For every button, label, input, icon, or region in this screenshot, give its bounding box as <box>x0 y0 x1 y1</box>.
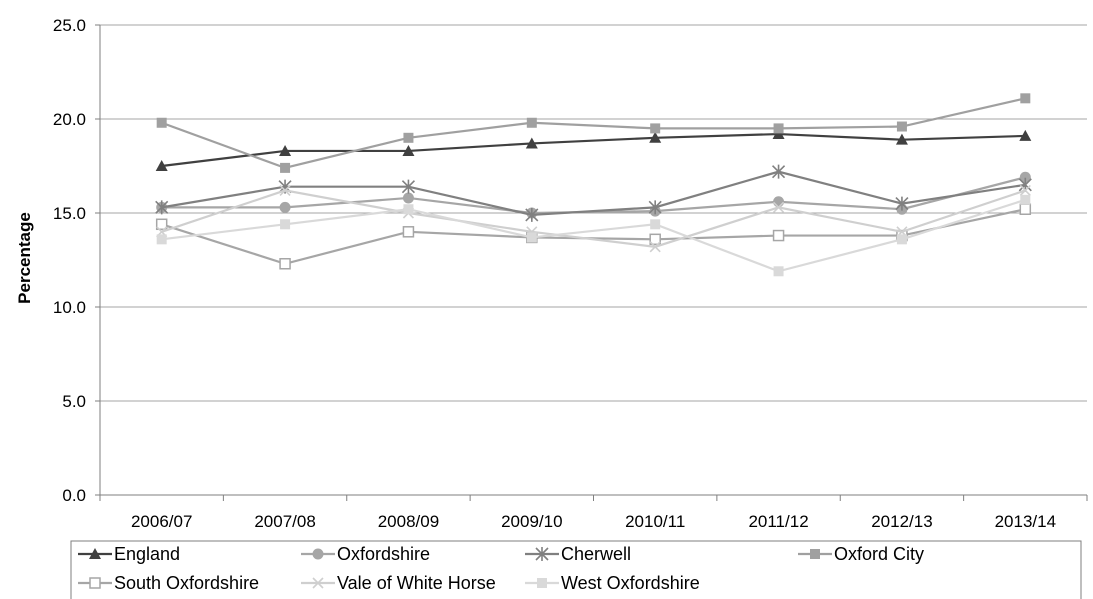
data-point <box>155 160 168 171</box>
data-point <box>773 123 784 134</box>
data-point <box>773 266 784 277</box>
series-line <box>161 132 1026 168</box>
legend-label: Vale of White Horse <box>337 573 496 593</box>
data-point <box>525 137 538 149</box>
legend-item: Oxford City <box>798 544 924 564</box>
data-point <box>649 241 661 253</box>
legend-marker <box>89 548 101 559</box>
data-point <box>772 229 785 242</box>
data-point <box>279 258 291 270</box>
data-point <box>403 204 414 215</box>
legend-marker <box>537 578 547 588</box>
legend-marker <box>810 549 820 559</box>
series-3 <box>156 93 1031 173</box>
data-point <box>1020 93 1031 104</box>
data-point <box>772 128 785 140</box>
legend-marker <box>312 577 324 589</box>
x-tick-label: 2009/10 <box>501 512 562 531</box>
legend-label: South Oxfordshire <box>114 573 259 593</box>
y-tick-label: 25.0 <box>53 16 86 35</box>
data-point <box>156 234 167 245</box>
legend-marker <box>89 577 101 589</box>
x-tick-label: 2008/09 <box>378 512 439 531</box>
y-tick-label: 5.0 <box>62 392 86 411</box>
series-0 <box>155 128 1032 171</box>
series-line <box>161 176 1026 215</box>
series-6 <box>156 194 1031 277</box>
legend-item: Cherwell <box>525 544 631 564</box>
data-point <box>896 234 907 245</box>
x-tick-label: 2013/14 <box>995 512 1056 531</box>
data-point <box>1020 194 1031 205</box>
series-line <box>161 170 1026 216</box>
series-line <box>161 208 1026 265</box>
x-tick-label: 2006/07 <box>131 512 192 531</box>
data-point <box>895 133 908 145</box>
y-tick-label: 0.0 <box>62 486 86 505</box>
x-tick-label: 2010/11 <box>625 512 685 531</box>
data-point <box>280 219 291 230</box>
data-point <box>1019 129 1032 141</box>
series-line <box>161 198 1026 273</box>
data-point <box>403 132 414 143</box>
data-point <box>279 144 292 156</box>
data-point <box>280 162 291 173</box>
data-point <box>279 201 291 213</box>
x-tick-label: 2012/13 <box>871 512 932 531</box>
y-tick-label: 10.0 <box>53 298 86 317</box>
y-tick-labels: 0.0 5.0 10.0 15.0 20.0 25.0 <box>53 16 86 505</box>
legend-label: Oxford City <box>834 544 924 564</box>
x-tick-label: 2011/12 <box>748 512 808 531</box>
legend-item: West Oxfordshire <box>525 573 700 593</box>
legend-item: England <box>78 544 180 564</box>
data-point <box>648 200 662 215</box>
data-point <box>771 164 786 179</box>
data-point <box>772 201 785 213</box>
series-line <box>161 189 1026 248</box>
data-point <box>525 207 539 222</box>
data-point <box>401 179 416 194</box>
data-point <box>649 131 662 143</box>
axes <box>95 24 1088 501</box>
legend-box <box>70 540 1082 599</box>
data-point <box>1019 184 1031 197</box>
data-point <box>650 219 661 230</box>
data-point <box>896 121 907 132</box>
legend-item: Vale of White Horse <box>301 573 496 593</box>
data-point <box>402 192 414 204</box>
legend-label: West Oxfordshire <box>561 573 700 593</box>
data-point <box>526 117 537 128</box>
legend: England Oxfordshire Cherwell Oxford City Sou… <box>70 540 1082 599</box>
series-5 <box>156 184 1031 253</box>
legend-label: England <box>114 544 180 564</box>
data-point <box>155 200 169 215</box>
data-point <box>279 184 291 197</box>
series-line <box>161 97 1026 170</box>
y-tick-label: 20.0 <box>53 110 86 129</box>
x-tick-label: 2007/08 <box>254 512 315 531</box>
data-point <box>526 232 537 243</box>
y-tick-label: 15.0 <box>53 204 86 223</box>
data-point <box>773 196 785 208</box>
data-point <box>402 144 415 156</box>
data-point <box>649 233 661 246</box>
data-point <box>1019 171 1031 183</box>
data-point <box>895 196 909 211</box>
data-point <box>402 226 415 238</box>
x-tick-labels: 2006/07 2007/08 2008/09 2009/10 2010/11 2011/… <box>131 512 1056 531</box>
data-point <box>156 117 167 128</box>
series-group <box>155 93 1032 277</box>
y-axis-label: Percentage <box>15 212 34 304</box>
legend-item: Oxfordshire <box>301 544 430 564</box>
legend-marker <box>312 548 324 560</box>
legend-marker <box>535 547 549 561</box>
data-point <box>155 218 168 231</box>
legend-label: Oxfordshire <box>337 544 430 564</box>
data-point <box>1019 203 1032 215</box>
legend-item: South Oxfordshire <box>78 573 259 593</box>
legend-label: Cherwell <box>561 544 631 564</box>
data-point <box>650 123 661 134</box>
